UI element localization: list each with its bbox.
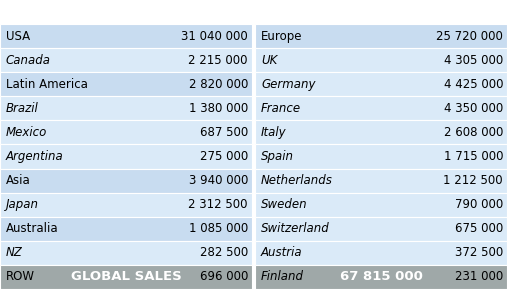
Text: 231 000: 231 000 <box>455 271 503 284</box>
Text: Sweden: Sweden <box>261 198 308 211</box>
Text: UK: UK <box>261 54 277 67</box>
Text: 3 940 000: 3 940 000 <box>189 174 248 187</box>
Text: 790 000: 790 000 <box>455 198 503 211</box>
Text: 1 085 000: 1 085 000 <box>189 222 248 235</box>
Bar <box>0 241 252 265</box>
Bar <box>0 24 252 48</box>
Text: 1 212 500: 1 212 500 <box>444 174 503 187</box>
Bar <box>255 265 507 289</box>
Text: Europe: Europe <box>261 29 303 42</box>
Bar <box>255 72 507 96</box>
Text: 675 000: 675 000 <box>455 222 503 235</box>
Bar <box>0 72 252 96</box>
Text: Germany: Germany <box>261 78 315 91</box>
Text: 31 040 000: 31 040 000 <box>181 29 248 42</box>
Text: 2 312 500: 2 312 500 <box>189 198 248 211</box>
Text: Netherlands: Netherlands <box>261 174 333 187</box>
Text: 2 820 000: 2 820 000 <box>189 78 248 91</box>
Bar <box>0 120 252 144</box>
Bar <box>255 24 507 48</box>
Text: Australia: Australia <box>6 222 59 235</box>
Text: 2 608 000: 2 608 000 <box>444 126 503 139</box>
Text: 4 350 000: 4 350 000 <box>444 102 503 115</box>
Bar <box>0 217 252 241</box>
Bar <box>255 96 507 120</box>
Text: Brazil: Brazil <box>6 102 39 115</box>
Text: 67 815 000: 67 815 000 <box>340 271 422 284</box>
Text: Spain: Spain <box>261 150 294 163</box>
Text: NZ: NZ <box>6 246 23 259</box>
Text: Finland: Finland <box>261 271 304 284</box>
Bar <box>0 144 252 168</box>
Bar <box>0 48 252 72</box>
Text: Mexico: Mexico <box>6 126 47 139</box>
Text: Austria: Austria <box>261 246 303 259</box>
Bar <box>0 265 252 289</box>
Text: 25 720 000: 25 720 000 <box>436 29 503 42</box>
Text: Latin America: Latin America <box>6 78 88 91</box>
Bar <box>255 168 507 193</box>
Bar <box>255 217 507 241</box>
Bar <box>255 144 507 168</box>
Text: Japan: Japan <box>6 198 39 211</box>
Text: 1 380 000: 1 380 000 <box>189 102 248 115</box>
Text: Canada: Canada <box>6 54 51 67</box>
Bar <box>0 265 252 289</box>
Bar <box>255 48 507 72</box>
Bar <box>255 120 507 144</box>
Text: 372 500: 372 500 <box>455 246 503 259</box>
Text: ROW: ROW <box>6 271 35 284</box>
Text: Argentina: Argentina <box>6 150 64 163</box>
Bar <box>255 265 507 289</box>
Text: France: France <box>261 102 301 115</box>
Text: Italy: Italy <box>261 126 286 139</box>
Text: 4 425 000: 4 425 000 <box>444 78 503 91</box>
Bar <box>255 193 507 217</box>
Bar <box>0 96 252 120</box>
Text: GLOBAL SALES: GLOBAL SALES <box>70 271 182 284</box>
Bar <box>0 193 252 217</box>
Text: 1 715 000: 1 715 000 <box>444 150 503 163</box>
Bar <box>0 168 252 193</box>
Text: 696 000: 696 000 <box>200 271 248 284</box>
Text: Asia: Asia <box>6 174 31 187</box>
Text: 4 305 000: 4 305 000 <box>444 54 503 67</box>
Text: 687 500: 687 500 <box>200 126 248 139</box>
Bar <box>255 241 507 265</box>
Text: 275 000: 275 000 <box>200 150 248 163</box>
Text: USA: USA <box>6 29 30 42</box>
Text: Switzerland: Switzerland <box>261 222 330 235</box>
Text: 2 215 000: 2 215 000 <box>189 54 248 67</box>
Text: 282 500: 282 500 <box>200 246 248 259</box>
